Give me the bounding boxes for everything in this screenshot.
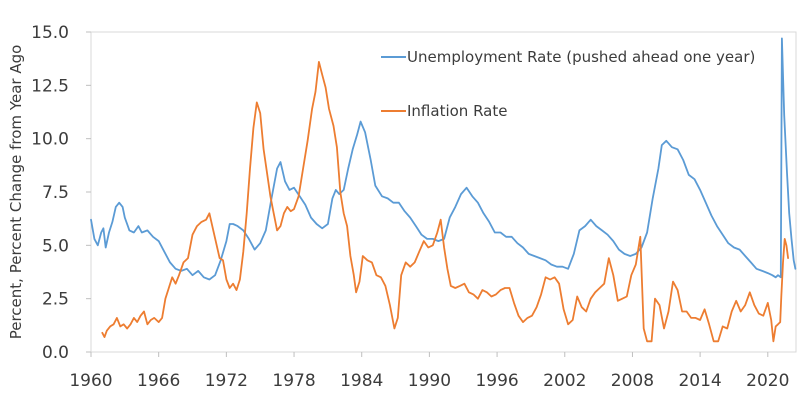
x-tick-label: 2014 xyxy=(678,371,721,391)
legend-label-inflation: Inflation Rate xyxy=(407,102,507,120)
y-tick-label: 2.5 xyxy=(42,290,69,310)
y-tick-label: 5.0 xyxy=(42,236,69,256)
x-tick-label: 1984 xyxy=(340,371,383,391)
y-tick-label: 10.0 xyxy=(31,130,69,150)
x-tick-label: 1960 xyxy=(69,371,112,391)
x-tick-label: 2002 xyxy=(543,371,586,391)
y-axis-label: Percent, Percent Change from Year Ago xyxy=(7,45,25,340)
legend-label-unemployment: Unemployment Rate (pushed ahead one year… xyxy=(407,48,755,66)
x-tick-label: 1966 xyxy=(137,371,180,391)
x-tick-label: 1996 xyxy=(475,371,518,391)
x-tick-label: 2020 xyxy=(746,371,789,391)
series-line-inflation xyxy=(101,61,789,343)
y-tick-label: 12.5 xyxy=(31,76,69,96)
y-axis-ticks: 0.0 2.5 5.0 7.5 10.0 12.5 15.0 xyxy=(31,23,91,363)
series-line-unemployment xyxy=(90,37,797,281)
legend: Unemployment Rate (pushed ahead one year… xyxy=(381,48,755,120)
x-axis-ticks: 1960 1966 1972 1978 1984 1990 1996 2002 2008 2014… xyxy=(69,352,789,391)
x-tick-label: 1972 xyxy=(205,371,248,391)
y-tick-label: 7.5 xyxy=(42,183,69,203)
x-tick-label: 1990 xyxy=(408,371,451,391)
x-tick-label: 1978 xyxy=(272,371,315,391)
y-tick-label: 15.0 xyxy=(31,23,69,43)
series-lines xyxy=(90,37,797,343)
y-tick-label: 0.0 xyxy=(42,343,69,363)
plot-area xyxy=(90,31,797,353)
x-tick-label: 2008 xyxy=(611,371,654,391)
